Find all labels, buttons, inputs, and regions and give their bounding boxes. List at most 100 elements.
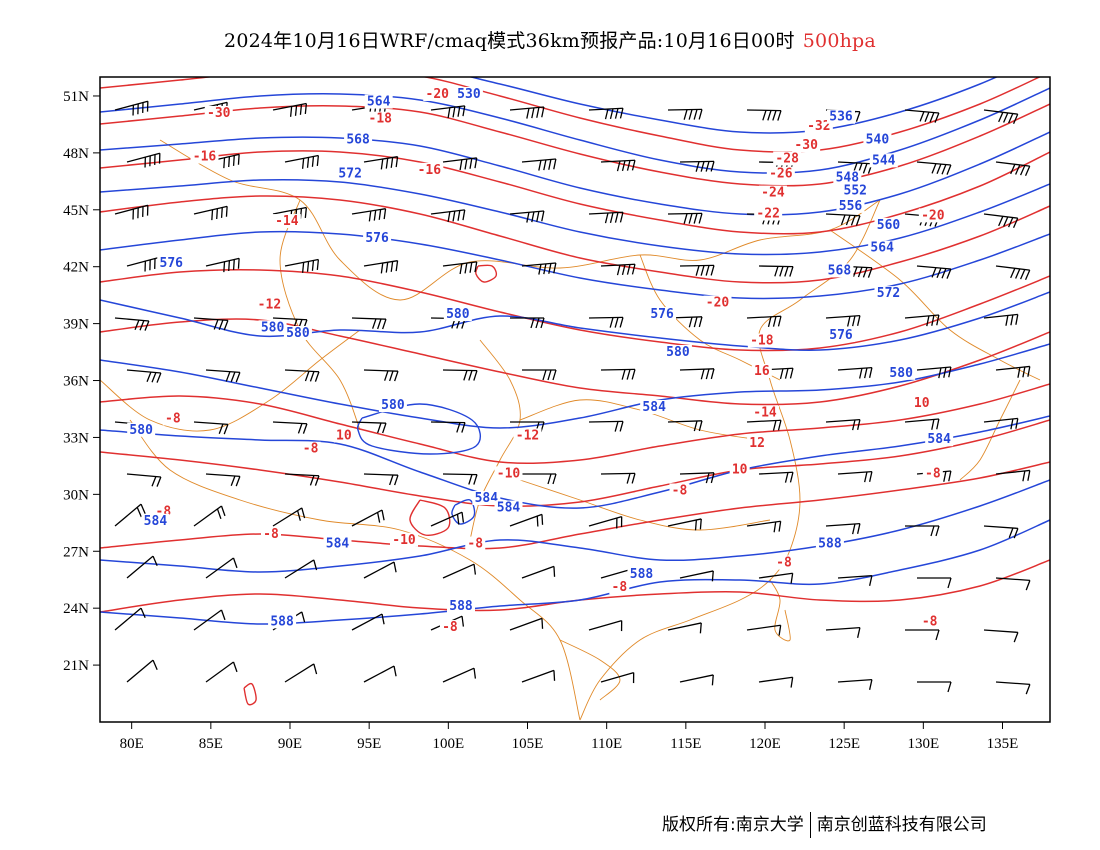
wind-barb xyxy=(442,563,477,579)
temperature-contour xyxy=(100,268,1050,352)
height-label: 580 xyxy=(381,398,405,413)
height-label: 564 xyxy=(870,241,894,256)
wind-barb xyxy=(917,681,952,693)
height-contour xyxy=(100,230,1050,300)
temperature-label-bg xyxy=(766,166,795,181)
wind-barb xyxy=(521,158,557,171)
x-tick-label: 100E xyxy=(432,736,464,752)
wind-barb xyxy=(983,525,1019,539)
wind-barb xyxy=(114,100,149,116)
height-label-bg xyxy=(283,326,312,340)
height-label: 536 xyxy=(829,110,853,125)
wind-barb xyxy=(284,663,318,683)
wind-barb xyxy=(588,316,624,328)
wind-barb xyxy=(126,659,158,683)
wind-barb xyxy=(442,667,477,683)
temperature-label-bg xyxy=(918,208,947,223)
boundary-line xyxy=(959,379,1021,481)
wind-barb xyxy=(746,315,782,328)
temperature-label: -8 xyxy=(672,483,688,498)
height-label: 540 xyxy=(866,133,890,148)
y-tick-label: 36N xyxy=(63,374,89,390)
temperature-label-bg xyxy=(465,536,486,551)
temperature-label-bg xyxy=(729,462,750,477)
wind-barb xyxy=(363,369,399,382)
wind-barb xyxy=(284,258,320,273)
temperature-contour xyxy=(100,195,1050,284)
temperature-label-bg xyxy=(513,428,542,443)
temperature-label-bg xyxy=(751,363,772,378)
height-contour xyxy=(100,291,1050,351)
height-contour-closed xyxy=(356,403,481,455)
temperature-label: -22 xyxy=(756,206,779,221)
temperature-label-bg xyxy=(390,532,418,547)
wind-barb xyxy=(758,572,794,584)
wind-barb xyxy=(916,366,952,379)
wind-barb xyxy=(521,262,557,275)
height-label: 576 xyxy=(829,328,853,343)
height-label: 580 xyxy=(261,320,285,335)
boundary-line xyxy=(519,479,771,531)
wind-barb xyxy=(126,369,162,383)
temperature-contour xyxy=(100,419,1050,508)
wind-barb xyxy=(758,471,794,483)
wind-barb xyxy=(904,314,940,327)
wind-barb xyxy=(904,418,940,430)
wind-barb xyxy=(193,421,229,435)
wind-barb xyxy=(905,629,940,641)
temperature-contour xyxy=(100,77,1042,153)
height-label: 584 xyxy=(475,491,499,506)
height-label: 588 xyxy=(449,599,473,614)
wind-barb xyxy=(825,213,861,226)
wind-barb xyxy=(205,257,240,273)
height-contour xyxy=(100,519,1050,625)
wind-barb xyxy=(995,577,1031,591)
wind-barb xyxy=(904,109,940,123)
x-tick-label: 90E xyxy=(278,736,302,752)
wind-barb xyxy=(509,617,544,631)
wind-barb xyxy=(679,472,715,484)
temperature-label: -16 xyxy=(193,150,217,165)
temperature-label: 10 xyxy=(914,396,930,411)
temperature-contour xyxy=(100,318,1050,406)
height-contour xyxy=(100,343,1050,429)
height-label-bg xyxy=(868,240,897,255)
wind-barb xyxy=(758,265,794,277)
map-frame xyxy=(99,76,1051,723)
temperature-label-bg xyxy=(255,297,284,312)
temperature-label: -28 xyxy=(775,151,799,166)
wind-barb xyxy=(588,516,623,529)
y-tick-label: 42N xyxy=(63,260,89,276)
wind-barb xyxy=(995,265,1031,280)
height-label: 560 xyxy=(877,218,901,233)
temperature-contour-closed xyxy=(243,682,257,706)
temperature-label-bg xyxy=(494,466,523,481)
height-contour xyxy=(100,415,1050,509)
temperature-label-bg xyxy=(804,119,833,134)
wind-barb xyxy=(758,676,794,688)
temperature-label-bg xyxy=(423,86,452,101)
boundary-line xyxy=(100,329,361,432)
height-label-bg xyxy=(157,255,186,270)
height-label: 552 xyxy=(844,184,867,199)
wind-barb xyxy=(600,263,636,276)
y-tick-label: 45N xyxy=(63,203,89,219)
height-label-bg xyxy=(640,399,669,414)
height-label: 576 xyxy=(365,231,389,246)
height-label-bg xyxy=(836,198,865,213)
temperature-label-bg xyxy=(754,206,783,221)
temperature-label-bg xyxy=(792,138,821,153)
height-label-bg xyxy=(472,491,501,506)
wind-barb xyxy=(588,620,623,632)
x-tick-label: 105E xyxy=(512,736,544,752)
copyright-text: 版权所有:南京大学 xyxy=(662,815,804,835)
wind-barb xyxy=(430,421,466,433)
wind-barb xyxy=(825,314,861,327)
height-label-bg xyxy=(833,170,862,185)
temperature-label: -8 xyxy=(467,537,483,552)
temperature-label-bg xyxy=(333,428,354,443)
temperature-label: -26 xyxy=(769,167,793,182)
x-tick-label: 130E xyxy=(907,736,939,752)
wind-barb xyxy=(205,557,238,579)
